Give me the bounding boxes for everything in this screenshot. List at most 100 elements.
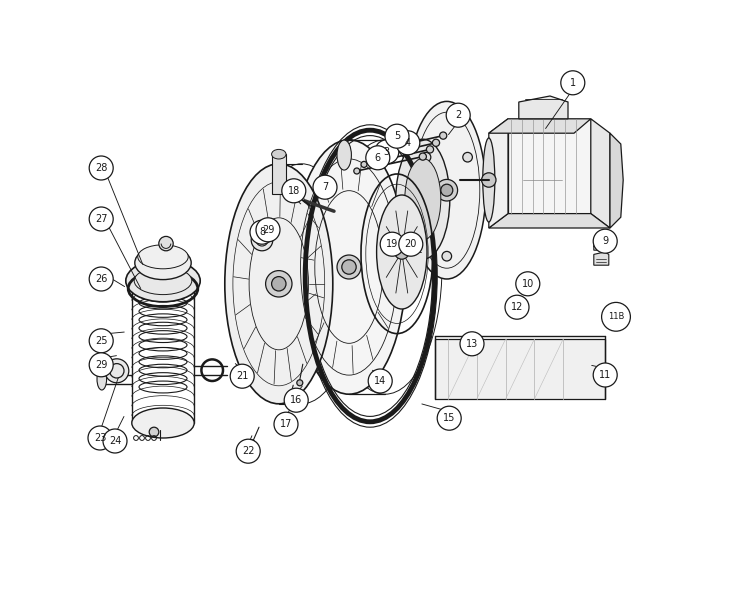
Circle shape	[230, 364, 254, 388]
Text: 29: 29	[95, 360, 108, 370]
Circle shape	[249, 440, 255, 446]
Ellipse shape	[408, 101, 486, 279]
Text: 17: 17	[280, 419, 293, 429]
Text: 10: 10	[522, 279, 534, 289]
Ellipse shape	[97, 368, 107, 390]
Circle shape	[342, 260, 356, 274]
Circle shape	[561, 71, 585, 95]
Text: 14: 14	[374, 376, 387, 386]
Circle shape	[271, 277, 286, 291]
Circle shape	[361, 161, 367, 167]
Circle shape	[159, 236, 173, 251]
Text: 19: 19	[386, 239, 399, 249]
Text: 22: 22	[242, 446, 254, 456]
Text: 4: 4	[405, 138, 411, 148]
Circle shape	[103, 429, 127, 453]
Circle shape	[436, 179, 458, 201]
Circle shape	[516, 272, 540, 296]
Circle shape	[460, 332, 484, 356]
Ellipse shape	[132, 272, 194, 302]
Text: 16: 16	[290, 395, 302, 405]
Polygon shape	[519, 96, 568, 119]
Polygon shape	[594, 237, 609, 250]
Circle shape	[421, 152, 431, 162]
Text: 5: 5	[394, 131, 400, 141]
Circle shape	[274, 412, 298, 436]
Ellipse shape	[483, 138, 495, 222]
Text: 15: 15	[443, 413, 456, 423]
Text: 23: 23	[94, 433, 106, 443]
Circle shape	[368, 369, 393, 393]
Polygon shape	[594, 252, 609, 265]
Polygon shape	[489, 214, 610, 228]
Circle shape	[337, 255, 361, 279]
Circle shape	[89, 329, 114, 353]
Text: 9: 9	[602, 236, 608, 246]
Circle shape	[251, 229, 273, 251]
Circle shape	[462, 152, 472, 162]
Circle shape	[371, 148, 378, 154]
Text: 8: 8	[259, 227, 265, 237]
Circle shape	[446, 103, 470, 127]
Circle shape	[89, 207, 114, 231]
Circle shape	[282, 179, 306, 203]
Circle shape	[236, 439, 260, 463]
Text: 24: 24	[109, 436, 121, 446]
Circle shape	[441, 184, 453, 196]
Ellipse shape	[126, 260, 200, 302]
Text: 12: 12	[511, 302, 523, 312]
Text: 2: 2	[455, 110, 461, 120]
Circle shape	[505, 295, 529, 319]
Ellipse shape	[292, 140, 406, 394]
Circle shape	[286, 402, 292, 408]
Circle shape	[88, 426, 112, 450]
Ellipse shape	[337, 140, 351, 170]
Ellipse shape	[138, 245, 188, 269]
Ellipse shape	[132, 408, 194, 438]
Circle shape	[250, 220, 274, 244]
Text: 11: 11	[599, 370, 611, 380]
Text: 6: 6	[374, 153, 381, 163]
Ellipse shape	[134, 267, 192, 295]
Circle shape	[284, 388, 308, 412]
Circle shape	[481, 173, 496, 187]
Circle shape	[365, 146, 390, 170]
Text: 28: 28	[95, 163, 108, 173]
Ellipse shape	[271, 149, 286, 159]
Ellipse shape	[135, 246, 191, 280]
Circle shape	[265, 271, 292, 297]
Circle shape	[89, 353, 114, 377]
Circle shape	[385, 124, 409, 148]
Text: 26: 26	[95, 274, 108, 284]
Ellipse shape	[405, 158, 441, 240]
Circle shape	[313, 175, 337, 199]
Polygon shape	[489, 119, 508, 228]
Polygon shape	[489, 119, 591, 133]
Text: 13: 13	[466, 339, 478, 349]
Circle shape	[419, 153, 426, 160]
Circle shape	[353, 168, 359, 174]
Circle shape	[602, 302, 630, 331]
Circle shape	[426, 146, 434, 153]
Polygon shape	[435, 339, 605, 399]
Text: 1: 1	[570, 78, 576, 88]
Text: 27: 27	[95, 214, 108, 224]
Circle shape	[440, 132, 447, 139]
Text: 25: 25	[95, 336, 108, 346]
Circle shape	[89, 156, 114, 180]
Text: 20: 20	[405, 239, 417, 249]
Text: 29: 29	[262, 225, 274, 235]
Circle shape	[432, 139, 440, 146]
Circle shape	[105, 359, 129, 383]
Text: 18: 18	[288, 186, 300, 196]
Circle shape	[593, 229, 617, 253]
Ellipse shape	[377, 195, 427, 309]
Ellipse shape	[225, 164, 333, 404]
Polygon shape	[591, 119, 610, 228]
Polygon shape	[610, 133, 623, 228]
Circle shape	[442, 251, 452, 261]
Circle shape	[367, 155, 373, 161]
Text: 21: 21	[236, 371, 248, 381]
Circle shape	[381, 232, 405, 256]
Circle shape	[374, 140, 399, 164]
